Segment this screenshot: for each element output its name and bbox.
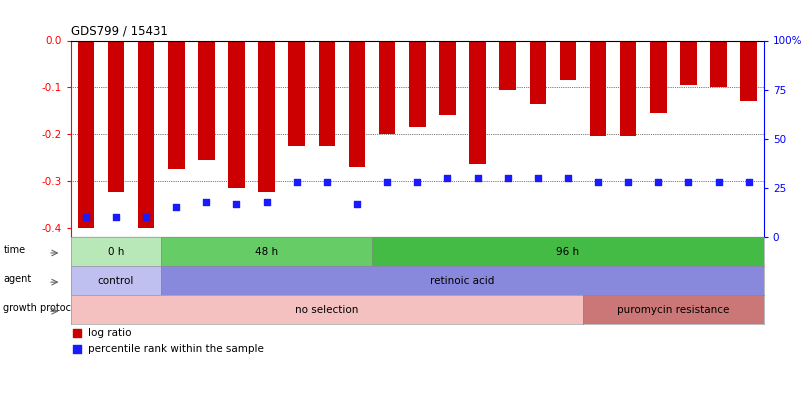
Text: growth protocol: growth protocol <box>3 303 79 313</box>
Bar <box>198 40 214 160</box>
Point <box>260 198 273 205</box>
Point <box>560 175 573 181</box>
Bar <box>108 40 124 192</box>
Point <box>711 179 724 185</box>
Text: percentile rank within the sample: percentile rank within the sample <box>88 344 264 354</box>
Bar <box>650 40 666 113</box>
Point <box>109 214 122 220</box>
Bar <box>77 40 94 228</box>
Point <box>410 179 423 185</box>
Bar <box>137 40 154 228</box>
Text: log ratio: log ratio <box>88 328 132 338</box>
Bar <box>228 40 244 188</box>
Bar <box>740 40 756 101</box>
Point <box>500 175 513 181</box>
Text: 96 h: 96 h <box>556 247 579 256</box>
Bar <box>378 40 395 134</box>
Bar <box>409 40 425 127</box>
Point <box>741 179 754 185</box>
Point <box>440 175 453 181</box>
Point <box>230 200 243 207</box>
Point <box>381 179 393 185</box>
Point <box>200 198 213 205</box>
Bar <box>349 40 365 167</box>
Point <box>350 200 363 207</box>
Bar <box>469 40 485 164</box>
Point <box>681 179 694 185</box>
Point <box>320 179 333 185</box>
Point <box>79 214 92 220</box>
Point <box>290 179 303 185</box>
Text: no selection: no selection <box>295 305 358 315</box>
Text: GDS799 / 15431: GDS799 / 15431 <box>71 25 167 38</box>
Text: 0 h: 0 h <box>108 247 124 256</box>
Point <box>531 175 544 181</box>
Point <box>591 179 604 185</box>
Text: time: time <box>3 245 26 255</box>
Point <box>71 345 84 352</box>
Point <box>621 179 634 185</box>
Bar <box>589 40 605 136</box>
Point <box>169 204 182 211</box>
Bar <box>499 40 516 90</box>
Text: 48 h: 48 h <box>255 247 278 256</box>
Point <box>651 179 664 185</box>
Text: agent: agent <box>3 274 31 284</box>
Bar <box>559 40 576 80</box>
Text: puromycin resistance: puromycin resistance <box>617 305 728 315</box>
Bar <box>318 40 335 146</box>
Bar <box>258 40 275 192</box>
Bar <box>438 40 455 115</box>
Bar <box>709 40 726 87</box>
Bar <box>288 40 304 146</box>
Bar <box>619 40 636 136</box>
Point <box>140 214 153 220</box>
Bar <box>168 40 184 169</box>
Point <box>71 330 84 337</box>
Bar <box>529 40 545 104</box>
Text: control: control <box>98 276 134 286</box>
Bar <box>679 40 696 85</box>
Text: retinoic acid: retinoic acid <box>430 276 494 286</box>
Point <box>471 175 483 181</box>
